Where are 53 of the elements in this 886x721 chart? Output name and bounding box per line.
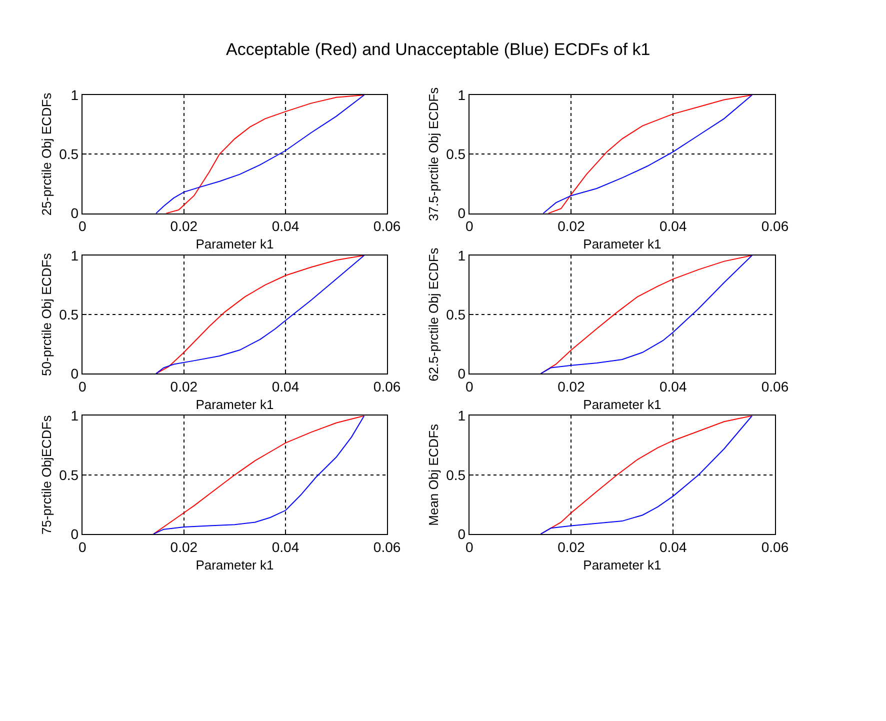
x-axis-title: Parameter k1 — [196, 236, 274, 252]
x-tick-label: 0.02 — [558, 378, 586, 394]
x-tick-label: 0.04 — [272, 538, 300, 555]
y-tick-label: 1 — [70, 408, 79, 424]
x-axis-title: Parameter k1 — [583, 397, 662, 412]
x-tick-label: 0.04 — [272, 378, 300, 394]
x-tick-label: 0.06 — [373, 538, 401, 555]
x-axis-title: Parameter k1 — [196, 397, 274, 412]
x-axis-title: Parameter k1 — [583, 236, 662, 252]
y-axis-title: 25-prctile Obj ECDFs — [39, 92, 54, 216]
x-tick-label: 0.06 — [761, 218, 789, 234]
x-tick-label: 0.04 — [659, 218, 687, 234]
y-tick-label: 0.5 — [446, 466, 466, 483]
line-series — [156, 255, 365, 374]
x-tick-label: 0.06 — [373, 378, 401, 394]
x-tick-label: 0.06 — [761, 378, 789, 394]
y-tick-label: 1 — [458, 408, 466, 424]
y-tick-label: 0 — [70, 205, 79, 222]
x-tick-label: 0.02 — [170, 538, 198, 555]
x-tick-label: 0.02 — [170, 378, 198, 394]
x-tick-label: 0.04 — [272, 218, 300, 234]
y-tick-label: 1 — [70, 86, 79, 103]
y-tick-label: 0 — [458, 205, 466, 222]
y-tick-label: 0 — [70, 366, 79, 382]
y-axis-title: 50-prctile Obj ECDFs — [39, 252, 54, 376]
y-tick-label: 0.5 — [446, 306, 466, 322]
x-axis-title: Parameter k1 — [196, 557, 274, 572]
line-series — [152, 416, 365, 534]
line-series — [540, 255, 753, 374]
x-tick-label: 0.04 — [659, 538, 687, 555]
x-tick-label: 0.06 — [761, 538, 789, 555]
x-tick-label: 0.02 — [558, 218, 586, 234]
y-tick-label: 1 — [458, 86, 466, 103]
y-tick-label: 1 — [458, 247, 466, 264]
y-tick-label: 0.5 — [446, 146, 466, 162]
x-tick-label: 0.04 — [659, 378, 687, 394]
y-axis-title: Mean Obj ECDFs — [426, 423, 442, 526]
y-tick-label: 1 — [70, 247, 79, 264]
y-tick-label: 0.5 — [59, 146, 79, 162]
y-tick-label: 0 — [458, 366, 466, 382]
x-tick-label: 0.02 — [558, 538, 586, 555]
y-axis-title: 62.5-prctile Obj ECDFs — [426, 247, 442, 382]
y-axis-title: 37.5-prctile Obj ECDFs — [426, 86, 442, 222]
x-tick-label: 0.02 — [170, 218, 198, 234]
y-axis-title: 75-prctile ObjECDFs — [39, 414, 54, 535]
y-tick-label: 0.5 — [59, 306, 79, 322]
y-tick-label: 0.5 — [59, 466, 79, 483]
y-tick-label: 0 — [458, 526, 466, 542]
line-series — [540, 416, 753, 534]
text: Acceptable (Red) and Unacceptable (Blue) ECDFs of k1 — [226, 40, 650, 59]
x-axis-title: Parameter k1 — [583, 557, 662, 572]
y-tick-label: 0 — [70, 526, 79, 542]
x-tick-label: 0.06 — [373, 218, 401, 234]
